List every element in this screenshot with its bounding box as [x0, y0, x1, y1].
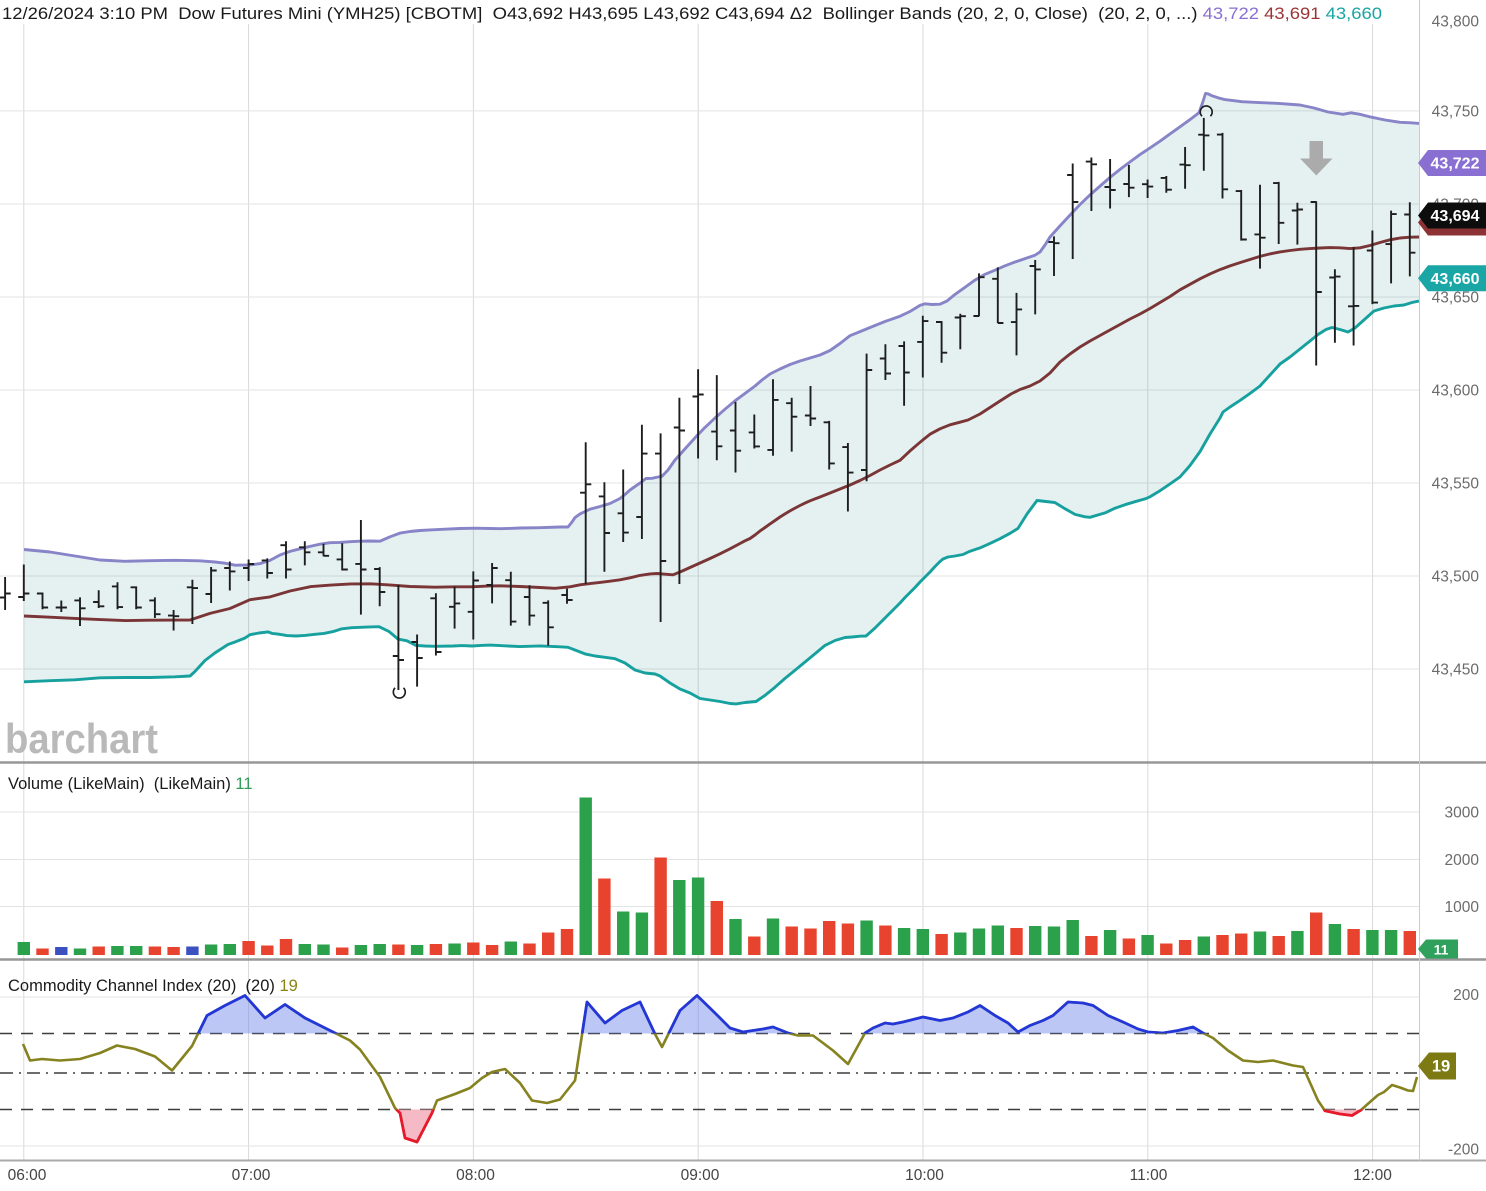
svg-text:43,660: 43,660: [1431, 271, 1480, 288]
svg-text:43,600: 43,600: [1432, 383, 1480, 400]
svg-text:-200: -200: [1448, 1142, 1479, 1159]
svg-text:43,722: 43,722: [1431, 156, 1480, 173]
svg-text:Volume (LikeMain) (LikeMain): Volume (LikeMain) (LikeMain) 11: [8, 775, 253, 793]
svg-text:1000: 1000: [1445, 899, 1480, 916]
svg-text:43,450: 43,450: [1432, 662, 1480, 679]
svg-text:Commodity Channel Index (20): Commodity Channel Index (20) (20) 19: [8, 977, 298, 995]
svg-text:08:00: 08:00: [456, 1167, 495, 1184]
svg-text:11: 11: [1434, 942, 1449, 958]
svg-text:10:00: 10:00: [905, 1167, 944, 1184]
svg-text:43,750: 43,750: [1432, 103, 1480, 120]
svg-text:2000: 2000: [1445, 852, 1480, 869]
svg-text:200: 200: [1453, 987, 1479, 1004]
svg-text:07:00: 07:00: [232, 1167, 271, 1184]
svg-text:barchart: barchart: [5, 715, 158, 762]
svg-text:19: 19: [1432, 1058, 1450, 1076]
svg-text:09:00: 09:00: [681, 1167, 720, 1184]
svg-text:06:00: 06:00: [8, 1167, 47, 1184]
svg-text:3000: 3000: [1445, 805, 1480, 822]
svg-text:43,694: 43,694: [1431, 208, 1480, 225]
svg-text:12/26/2024 3:10 PM Dow Future: 12/26/2024 3:10 PM Dow Futures Mini (YMH…: [2, 5, 1382, 23]
svg-text:43,500: 43,500: [1432, 569, 1480, 586]
svg-text:12:00: 12:00: [1353, 1167, 1392, 1184]
svg-text:43,800: 43,800: [1432, 14, 1480, 31]
svg-text:43,650: 43,650: [1432, 290, 1480, 307]
svg-text:11:00: 11:00: [1130, 1167, 1168, 1184]
svg-text:43,550: 43,550: [1432, 476, 1480, 493]
